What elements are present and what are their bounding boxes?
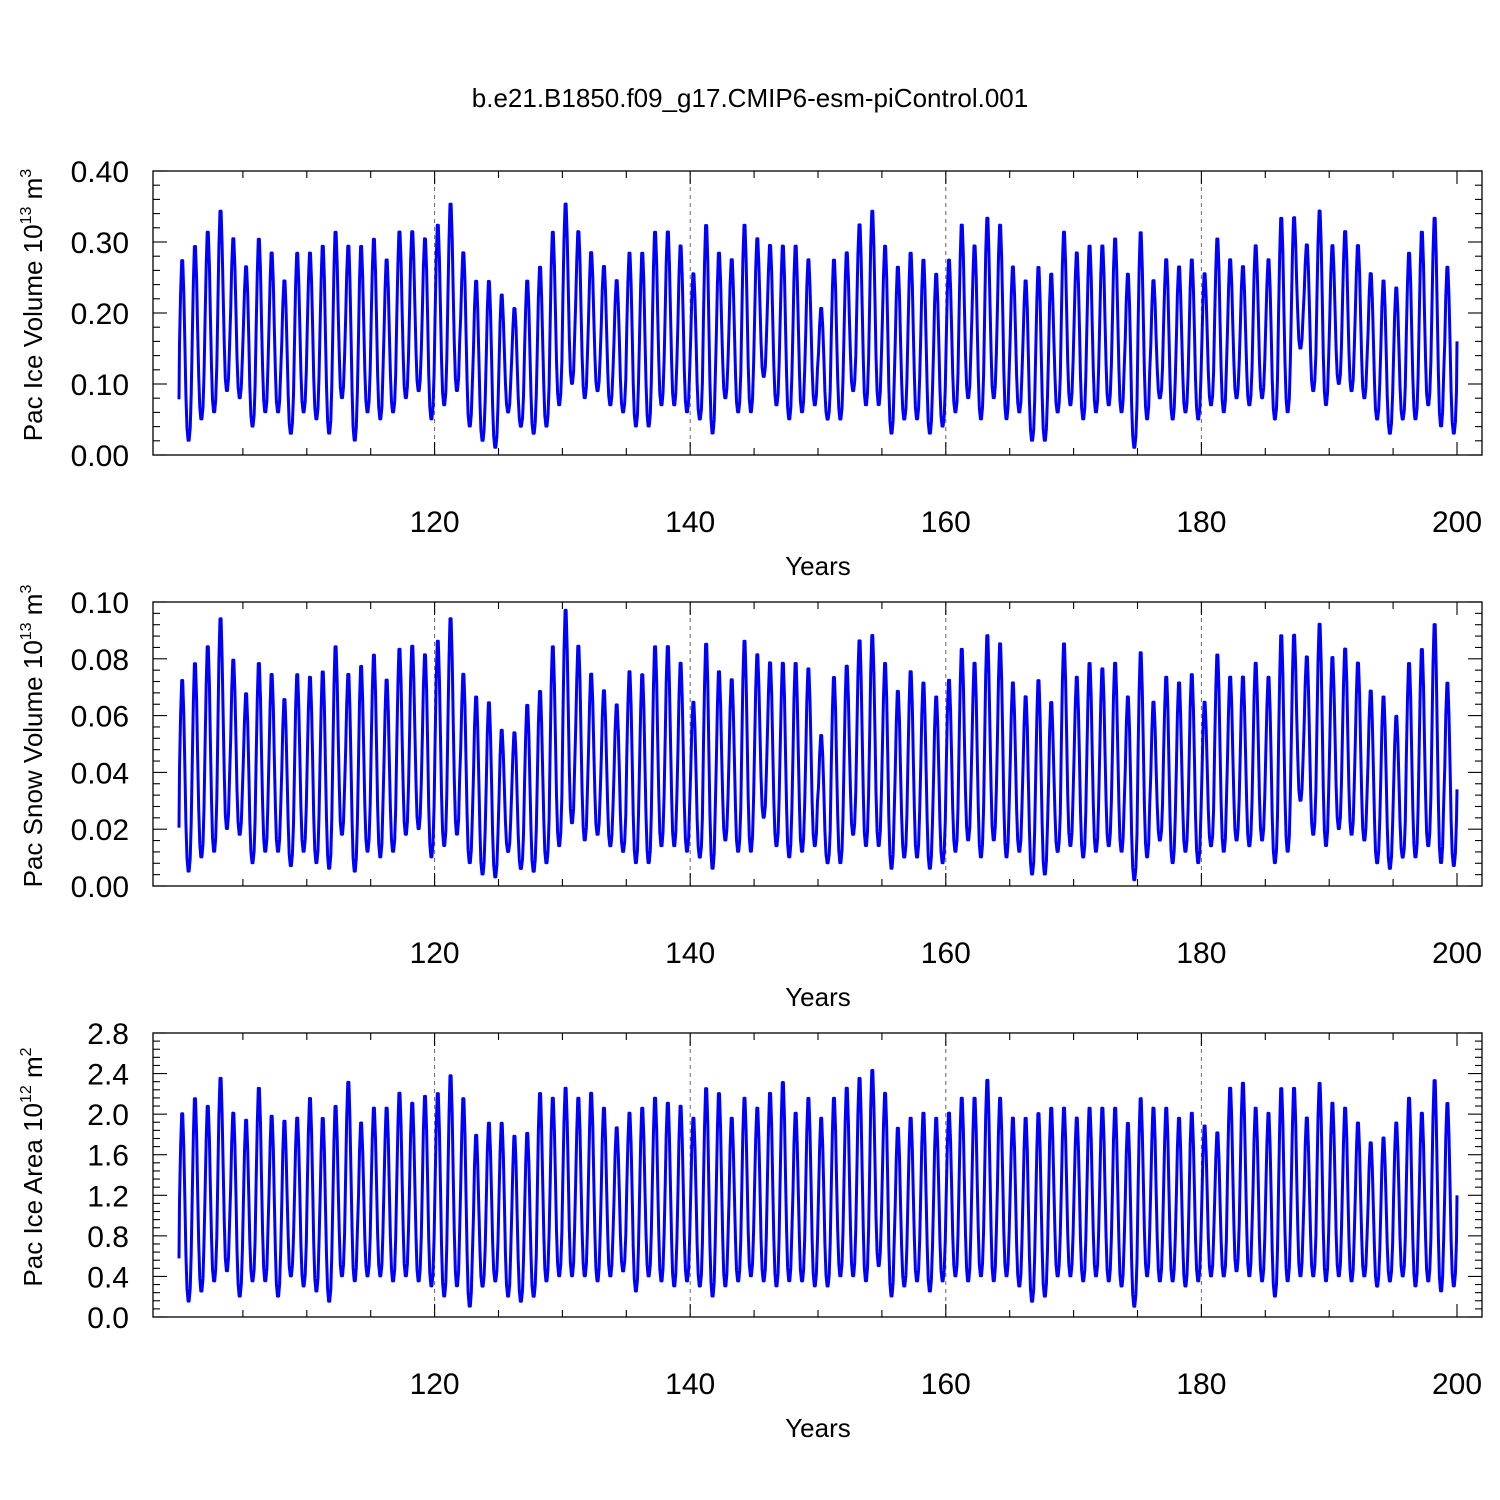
x-tick-label: 140 xyxy=(665,1368,715,1401)
y-tick-label: 0.4 xyxy=(87,1261,129,1294)
y-tick-label: 1.2 xyxy=(87,1180,129,1213)
series-line-1 xyxy=(177,202,1459,449)
x-tick-label: 180 xyxy=(1176,506,1226,539)
x-axis-label: Years xyxy=(785,1413,851,1443)
panel-1: 120 140 160 180 200 Years 0.00 0.10 0.20 0.30 0.40… xyxy=(18,156,1483,581)
x-tick-label: 140 xyxy=(665,937,715,970)
y-tick-label: 0.20 xyxy=(71,298,129,331)
y-tick-label: 0.00 xyxy=(71,871,129,904)
series-line-1 xyxy=(177,608,1459,882)
y-tick-label: 0.02 xyxy=(71,814,129,847)
x-tick-label: 180 xyxy=(1176,937,1226,970)
y-tick-label: 0.10 xyxy=(71,369,129,402)
panel-2: 120 140 160 180 200 Years 0.00 0.02 0.04 0.06 0.08… xyxy=(18,585,1483,1012)
x-tick-label: 140 xyxy=(665,506,715,539)
y-tick-label: 2.4 xyxy=(87,1059,129,1092)
y-axis-label: Pac Ice Area 1012 m2 xyxy=(18,1047,48,1286)
y-tick-label: 0.8 xyxy=(87,1221,129,1254)
figure-title: b.e21.B1850.f09_g17.CMIP6-esm-piControl.… xyxy=(472,83,1028,113)
y-tick-label: 0.06 xyxy=(71,701,129,734)
x-tick-label: 160 xyxy=(921,937,971,970)
panels: 120 140 160 180 200Years0.000.100.200.300.40… xyxy=(18,156,1483,1443)
y-tick-label: 2.0 xyxy=(87,1099,129,1132)
x-axis-label: Years xyxy=(785,551,851,581)
x-tick-label: 200 xyxy=(1432,506,1482,539)
x-tick-label: 160 xyxy=(921,506,971,539)
panel-3: 120 140 160 180 200 Years 0.0 0.4 0.8 1.2 1.6 2.0 2.… xyxy=(18,1018,1483,1443)
x-tick-label: 120 xyxy=(410,1368,460,1401)
y-tick-label: 0.00 xyxy=(71,440,129,473)
series-line-1 xyxy=(177,1068,1459,1308)
y-tick-label: 0.08 xyxy=(71,644,129,677)
y-tick-label: 0.40 xyxy=(71,156,129,189)
y-axis-label: Pac Snow Volume 1013 m3 xyxy=(18,585,48,888)
x-tick-label: 200 xyxy=(1432,1368,1482,1401)
y-tick-label: 0.04 xyxy=(71,757,129,790)
y-tick-label: 0.10 xyxy=(71,587,129,620)
y-axis-label: Pac Ice Volume 1013 m3 xyxy=(18,169,48,442)
x-tick-label: 180 xyxy=(1176,1368,1226,1401)
x-tick-label: 120 xyxy=(410,506,460,539)
x-tick-label: 120 xyxy=(410,937,460,970)
y-tick-label: 0.0 xyxy=(87,1302,129,1335)
y-tick-label: 2.8 xyxy=(87,1018,129,1051)
x-tick-label: 160 xyxy=(921,1368,971,1401)
x-axis-label: Years xyxy=(785,982,851,1012)
y-tick-label: 1.6 xyxy=(87,1140,129,1173)
y-tick-label: 0.30 xyxy=(71,227,129,260)
x-tick-label: 200 xyxy=(1432,937,1482,970)
